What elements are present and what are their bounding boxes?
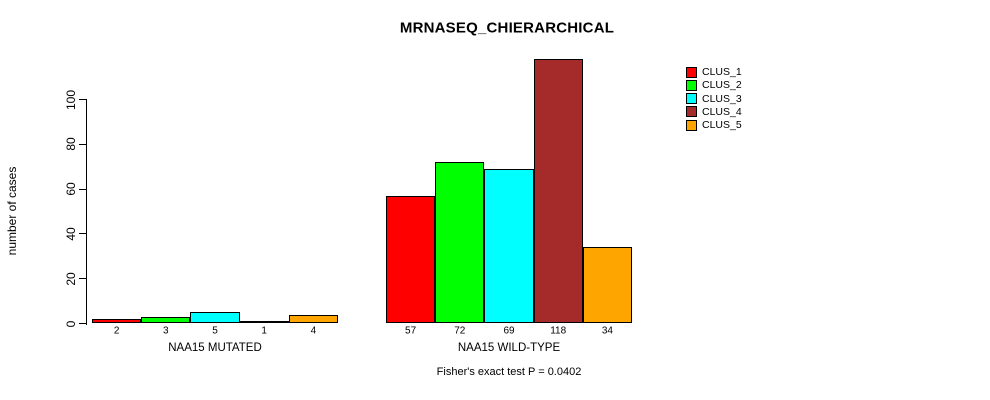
bar-value-label: 72 xyxy=(454,325,466,336)
bar-value-label: 118 xyxy=(550,325,567,336)
legend-swatch-clus_5 xyxy=(685,119,697,131)
y-tick-label: 60 xyxy=(64,182,78,196)
y-tick-mark xyxy=(79,323,86,324)
y-tick-label: 20 xyxy=(64,272,78,286)
y-tick-label: 80 xyxy=(64,137,78,151)
legend-label: CLUS_2 xyxy=(702,79,742,92)
y-tick-mark xyxy=(79,278,86,280)
bar-clus_3-group1 xyxy=(190,312,240,324)
legend-label: CLUS_5 xyxy=(702,119,742,131)
legend-label: CLUS_3 xyxy=(702,92,742,105)
y-tick-mark xyxy=(79,188,86,190)
legend-label: CLUS_4 xyxy=(702,105,742,118)
x-group-label: NAA15 WILD-TYPE xyxy=(457,341,561,354)
bar-clus_1-group2 xyxy=(386,195,436,324)
y-tick-mark xyxy=(79,143,86,145)
y-tick-label: 40 xyxy=(64,227,78,241)
bar-value-label: 69 xyxy=(503,325,515,336)
x-group-label: NAA15 MUTATED xyxy=(168,341,262,354)
bar-value-label: 34 xyxy=(601,325,613,336)
y-axis-title: number of cases xyxy=(5,166,19,256)
y-tick-label: 100 xyxy=(64,89,78,110)
bar-value-label: 2 xyxy=(113,325,120,336)
bar-clus_4-group2 xyxy=(533,59,583,324)
legend-swatch-clus_2 xyxy=(685,79,697,91)
bar-clus_2-group1 xyxy=(141,316,191,324)
bar-clus_5-group1 xyxy=(288,314,338,324)
bar-value-label: 4 xyxy=(310,325,317,336)
bar-value-label: 5 xyxy=(212,325,218,336)
y-axis-line xyxy=(86,99,87,325)
bar-value-label: 57 xyxy=(405,325,417,336)
bar-clus_2-group2 xyxy=(435,162,485,324)
bar-clus_3-group2 xyxy=(484,168,534,324)
fisher-test-annotation: Fisher's exact test P = 0.0402 xyxy=(436,366,582,378)
y-tick-mark xyxy=(79,99,86,100)
legend-swatch-clus_4 xyxy=(685,106,697,118)
bar-clus_5-group2 xyxy=(582,247,632,324)
bar-value-label: 3 xyxy=(163,325,169,336)
y-tick-label: 0 xyxy=(64,320,78,327)
legend-swatch-clus_3 xyxy=(685,93,697,105)
chart-title: MRNASEQ_CHIERARCHICAL xyxy=(399,19,615,37)
legend-label: CLUS_1 xyxy=(702,66,742,79)
bar-clus_1-group1 xyxy=(92,319,142,324)
bar-value-label: 1 xyxy=(261,325,267,336)
bar-clus_4-group1 xyxy=(239,321,289,324)
legend-swatch-clus_1 xyxy=(685,66,697,78)
y-tick-mark xyxy=(79,233,86,235)
